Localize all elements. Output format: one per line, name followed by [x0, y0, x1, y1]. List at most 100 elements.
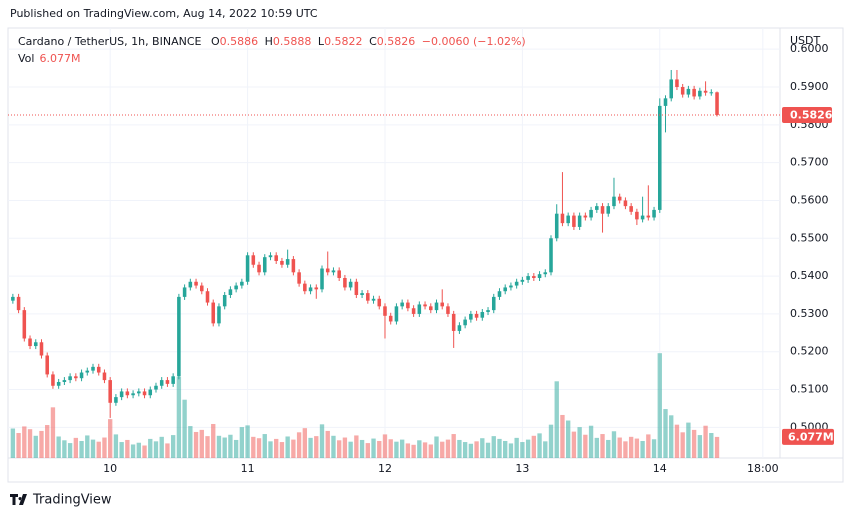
last-price-label: 0.5826 — [790, 108, 833, 121]
volume-bar — [10, 428, 16, 458]
grid — [8, 28, 780, 458]
volume-bar — [256, 438, 262, 458]
ohlc-value: 0.5888 — [273, 35, 312, 48]
volume-bar — [39, 430, 44, 458]
y-tick-label: 0.5600 — [790, 193, 829, 206]
candle-body — [85, 370, 90, 373]
volume-title: Vol — [18, 52, 34, 65]
volume-bar — [617, 437, 622, 458]
volume-value: 6.077M — [39, 52, 80, 65]
volume-bar — [108, 419, 113, 458]
candle-body — [629, 206, 633, 212]
x-tick-label: 10 — [103, 462, 117, 475]
volume-bar — [686, 422, 691, 458]
volume-bar — [62, 440, 67, 458]
candle-body — [280, 260, 284, 265]
volume-bar — [663, 409, 668, 458]
volume-bar — [525, 439, 531, 458]
ohlc-label: H — [265, 35, 273, 48]
candle-body — [446, 306, 450, 314]
ohlc-label: C — [369, 35, 377, 48]
volume-bar — [354, 435, 359, 458]
volume-legend: Vol 6.077M — [18, 52, 80, 65]
volume-bar — [377, 440, 382, 458]
candle-body — [549, 238, 553, 273]
candle-body — [234, 285, 238, 290]
candle-body — [503, 287, 507, 292]
volume-bar — [657, 353, 662, 458]
candle-body — [417, 304, 422, 314]
y-tick-label: 0.5200 — [790, 345, 829, 358]
candle-body — [663, 98, 668, 106]
volume-bar — [285, 436, 290, 458]
candle-body — [463, 319, 467, 326]
volume-bar — [691, 429, 697, 458]
volume-bar — [485, 442, 491, 458]
candle-body — [703, 90, 708, 93]
candle-body — [406, 302, 410, 309]
volume-bar — [102, 437, 107, 458]
volume-bar — [440, 441, 445, 458]
volume-bar — [130, 444, 136, 458]
candle-body — [680, 86, 685, 95]
volume-bar — [85, 435, 90, 458]
volume-bar — [251, 436, 256, 458]
candle-body — [217, 306, 221, 324]
logo-icon — [10, 494, 27, 505]
candle-body — [297, 272, 301, 284]
volume-bar — [411, 444, 416, 458]
candles — [11, 69, 719, 418]
volume-bar — [136, 442, 141, 458]
candle-body — [102, 372, 107, 381]
volume-bar — [90, 439, 96, 458]
currency: USDT — [790, 34, 821, 47]
candle-body — [486, 310, 490, 313]
volume-bar — [268, 441, 273, 458]
volume-bar — [331, 435, 336, 458]
candle-body — [251, 255, 256, 265]
candle-body — [285, 259, 290, 265]
candle-body — [56, 381, 61, 386]
candle-body — [274, 255, 278, 261]
volume-bar — [308, 437, 313, 458]
candle-body — [566, 215, 570, 224]
candle-body — [45, 355, 49, 375]
ohlc-value: 0.5826 — [377, 35, 416, 48]
volume-bar — [520, 442, 525, 458]
volume-bar — [365, 443, 370, 458]
volume-bar — [606, 439, 611, 458]
candle-body — [194, 281, 198, 286]
ohlc-value: 0.5886 — [220, 35, 259, 48]
candle-body — [303, 283, 307, 292]
volume-bar — [342, 437, 348, 458]
volume-bar — [262, 434, 267, 458]
candle-body — [469, 313, 473, 320]
volume-bar — [113, 434, 119, 458]
volume-bar — [462, 442, 468, 458]
volume-bar — [222, 437, 227, 458]
volume-bar — [211, 423, 216, 458]
candle-body — [474, 313, 479, 318]
candle-body — [337, 270, 341, 278]
volume-bar — [22, 426, 27, 458]
candle-body — [652, 209, 656, 218]
volume-bar — [16, 433, 21, 458]
candle-body — [526, 276, 530, 280]
x-tick-label: 11 — [241, 462, 255, 475]
volume-bar — [577, 427, 582, 458]
candle-body — [360, 293, 364, 296]
volume-bar — [50, 407, 56, 458]
candle-body — [617, 196, 622, 201]
candle-body — [366, 293, 370, 301]
candle-body — [137, 391, 141, 394]
last-volume-label: 6.077M — [788, 430, 834, 443]
candle-body — [658, 105, 662, 210]
candle-body — [371, 298, 376, 301]
candle-body — [222, 295, 227, 307]
candle-body — [325, 268, 330, 273]
candle-body — [96, 366, 101, 373]
candle-body — [583, 215, 588, 218]
candle-body — [148, 389, 153, 396]
volume-bar — [399, 439, 405, 458]
